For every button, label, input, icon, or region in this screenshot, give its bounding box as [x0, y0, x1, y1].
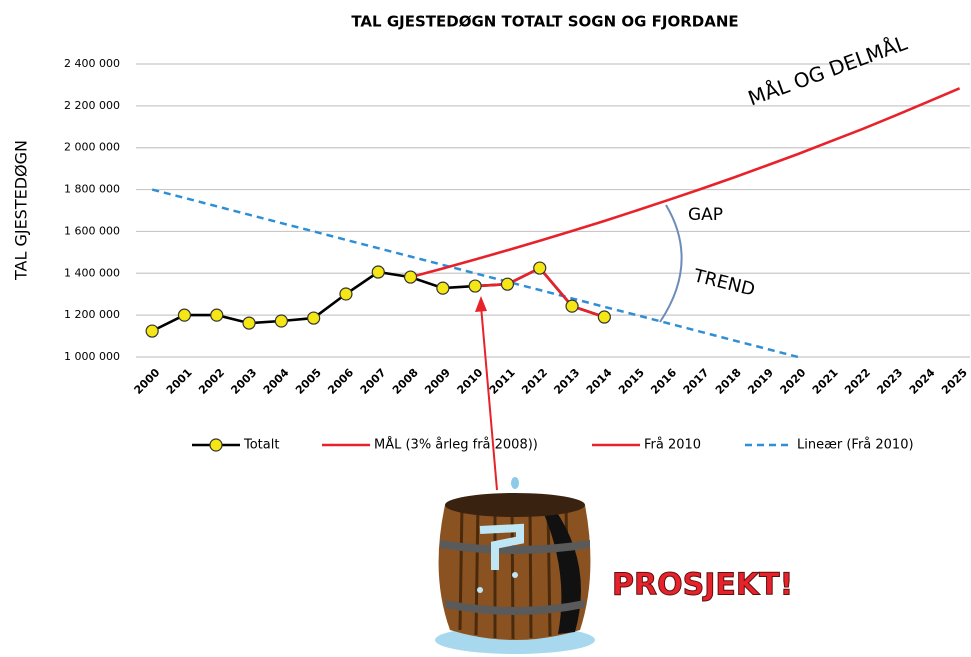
chart-title: TAL GJESTEDØGN TOTALT SOGN OG FJORDANE	[351, 13, 738, 31]
data-point	[371, 265, 385, 279]
y-tick-label: 1 200 000	[64, 308, 120, 321]
arrow	[480, 305, 498, 491]
data-point	[533, 261, 547, 275]
data-point	[565, 299, 579, 313]
series-line	[410, 87, 961, 279]
y-tick-label: 2 200 000	[64, 99, 120, 112]
x-tick-label: 2017	[681, 366, 712, 397]
x-tick-label: 2004	[261, 366, 292, 397]
data-point	[597, 310, 611, 324]
legend-label: MÅL (3% årleg frå 2008))	[374, 437, 538, 453]
x-tick-label: 2000	[132, 366, 163, 397]
legend-marker	[209, 438, 223, 452]
data-point	[210, 308, 224, 322]
data-point	[500, 277, 515, 291]
data-point	[274, 314, 288, 328]
legend-label: Frå 2010	[644, 438, 701, 453]
data-point	[339, 287, 353, 301]
data-point	[145, 324, 159, 338]
legend-label: Lineær (Frå 2010)	[797, 438, 914, 453]
annotation: TREND	[691, 265, 757, 301]
x-tick-label: 2020	[778, 366, 809, 397]
x-tick-label: 2023	[874, 366, 905, 397]
series-line	[475, 266, 605, 319]
x-tick-label: 2005	[293, 366, 324, 397]
x-tick-label: 2002	[196, 366, 227, 397]
gap-bracket	[659, 204, 683, 323]
y-tick-label: 1 800 000	[64, 183, 120, 196]
x-tick-label: 2016	[648, 366, 679, 397]
x-tick-label: 2001	[164, 366, 195, 397]
series-line	[151, 188, 799, 359]
annotation: PROSJEKT!	[612, 568, 793, 603]
x-tick-label: 2025	[939, 366, 970, 397]
data-point	[403, 270, 418, 284]
data-point	[307, 311, 321, 325]
y-tick-label: 1 600 000	[64, 224, 120, 237]
x-tick-label: 2011	[487, 366, 518, 397]
arrow-head	[475, 296, 487, 312]
y-tick-label: 2 000 000	[64, 141, 120, 154]
lines	[151, 87, 961, 359]
x-tick-label: 2010	[455, 366, 486, 397]
x-tick-label: 2008	[390, 366, 421, 397]
x-tick-label: 2003	[228, 366, 259, 397]
y-axis-label: TAL GJESTEDØGN	[12, 140, 31, 281]
barrel-illustration	[435, 477, 595, 654]
x-tick-label: 2014	[584, 366, 615, 397]
x-tick-label: 2024	[907, 366, 938, 397]
data-point	[242, 316, 256, 330]
x-tick-label: 2009	[422, 366, 453, 397]
x-tick-label: 2015	[616, 366, 647, 397]
data-point	[468, 279, 482, 293]
annotation: GAP	[688, 205, 723, 225]
x-tick-label: 2019	[745, 366, 776, 397]
x-tick-label: 2021	[810, 366, 841, 397]
x-tick-label: 2012	[519, 366, 550, 397]
y-tick-label: 2 400 000	[64, 57, 120, 70]
x-tick-label: 2013	[551, 366, 582, 397]
data-point	[177, 308, 192, 322]
legend-label: Totalt	[243, 438, 279, 453]
data-point	[436, 281, 450, 295]
y-tick-label: 1 400 000	[64, 266, 120, 279]
x-tick-label: 2022	[842, 366, 873, 397]
x-tick-label: 2006	[325, 366, 356, 397]
x-tick-label: 2007	[358, 366, 389, 397]
grid	[136, 63, 970, 358]
y-tick-label: 1 000 000	[64, 350, 120, 363]
x-tick-label: 2018	[713, 366, 744, 397]
annotation: MÅL OG DELMÅL	[745, 30, 911, 110]
